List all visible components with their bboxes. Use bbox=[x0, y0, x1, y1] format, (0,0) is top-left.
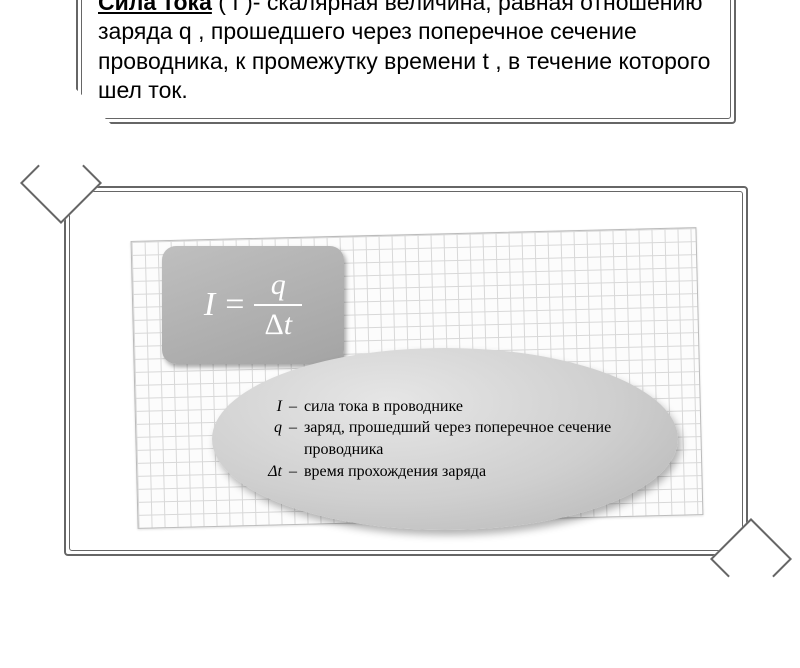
legend-text: сила тока в проводнике bbox=[304, 396, 636, 418]
formula-t: t bbox=[284, 308, 292, 341]
slide: Сила тока ( I )- скалярная величина, рав… bbox=[60, 0, 750, 570]
legend-symbol: Δt bbox=[254, 461, 282, 483]
legend-dash: – bbox=[282, 396, 304, 418]
legend-dash: – bbox=[282, 461, 304, 483]
legend-symbol: q bbox=[254, 417, 282, 460]
definition-text: скалярная величина, равная отношению зар… bbox=[98, 0, 710, 103]
formula-fraction: q Δt bbox=[254, 268, 302, 342]
formula-equals: = bbox=[225, 286, 244, 324]
definition-frame-inner: Сила тока ( I )- скалярная величина, рав… bbox=[81, 0, 731, 119]
legend-row: I – сила тока в проводнике bbox=[254, 396, 636, 418]
formula-lhs: I bbox=[204, 286, 215, 324]
legend-row: Δt – время прохождения заряда bbox=[254, 461, 636, 483]
formula-plaque: I = q Δt bbox=[162, 246, 344, 364]
legend-text: время прохождения заряда bbox=[304, 461, 636, 483]
legend-ellipse: I – сила тока в проводнике q – заряд, пр… bbox=[212, 348, 678, 530]
legend-symbol: I bbox=[254, 396, 282, 418]
diagram-frame-outer: I = q Δt I – сила тока в проводнике bbox=[64, 186, 748, 556]
formula-denominator: Δt bbox=[254, 304, 302, 342]
diagram-frame-inner: I = q Δt I – сила тока в проводнике bbox=[69, 191, 743, 551]
formula-delta: Δ bbox=[264, 308, 283, 341]
legend-row: q – заряд, прошедший через поперечное се… bbox=[254, 417, 636, 460]
definition-term: Сила тока bbox=[98, 0, 212, 15]
formula: I = q Δt bbox=[204, 268, 302, 342]
definition-term-symbol: ( I ) bbox=[218, 0, 253, 15]
legend: I – сила тока в проводнике q – заряд, пр… bbox=[254, 396, 636, 482]
definition-frame-outer: Сила тока ( I )- скалярная величина, рав… bbox=[76, 0, 736, 124]
formula-numerator: q bbox=[257, 268, 300, 304]
legend-text: заряд, прошедший через поперечное сечени… bbox=[304, 417, 636, 460]
legend-dash: – bbox=[282, 417, 304, 460]
